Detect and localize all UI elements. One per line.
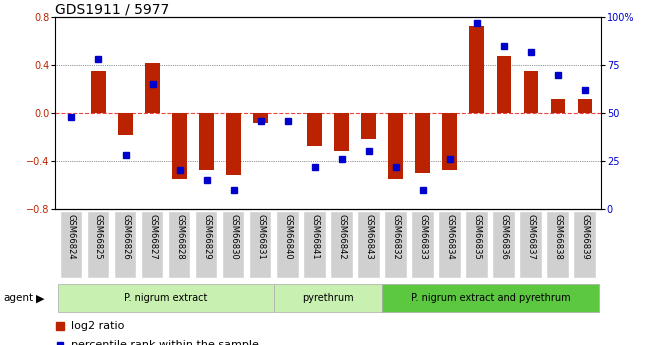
Bar bbox=[578, 99, 592, 113]
FancyBboxPatch shape bbox=[439, 212, 461, 278]
Bar bbox=[118, 113, 133, 135]
Text: GSM66833: GSM66833 bbox=[419, 214, 427, 260]
Text: P. nigrum extract and pyrethrum: P. nigrum extract and pyrethrum bbox=[411, 293, 570, 303]
Bar bbox=[497, 56, 512, 113]
Bar bbox=[91, 71, 106, 113]
FancyBboxPatch shape bbox=[520, 212, 542, 278]
Text: GSM66825: GSM66825 bbox=[94, 214, 103, 259]
Text: log2 ratio: log2 ratio bbox=[71, 321, 124, 331]
Bar bbox=[361, 113, 376, 139]
FancyBboxPatch shape bbox=[142, 212, 163, 278]
Text: agent: agent bbox=[3, 294, 33, 303]
FancyBboxPatch shape bbox=[385, 212, 407, 278]
Text: GSM66824: GSM66824 bbox=[67, 214, 76, 259]
FancyBboxPatch shape bbox=[60, 212, 83, 278]
Text: GSM66841: GSM66841 bbox=[310, 214, 319, 259]
Bar bbox=[443, 113, 458, 170]
Bar bbox=[523, 71, 538, 113]
Bar bbox=[307, 113, 322, 147]
Text: GSM66838: GSM66838 bbox=[554, 214, 562, 260]
Text: GSM66836: GSM66836 bbox=[499, 214, 508, 260]
Text: GSM66840: GSM66840 bbox=[283, 214, 292, 259]
Text: GSM66834: GSM66834 bbox=[445, 214, 454, 260]
Bar bbox=[199, 113, 214, 170]
FancyBboxPatch shape bbox=[382, 284, 599, 313]
Text: GSM66835: GSM66835 bbox=[473, 214, 482, 260]
FancyBboxPatch shape bbox=[58, 284, 274, 313]
Text: GSM66827: GSM66827 bbox=[148, 214, 157, 260]
FancyBboxPatch shape bbox=[169, 212, 190, 278]
Text: P. nigrum extract: P. nigrum extract bbox=[124, 293, 208, 303]
Text: GSM66829: GSM66829 bbox=[202, 214, 211, 259]
Text: GSM66837: GSM66837 bbox=[526, 214, 536, 260]
Text: GSM66842: GSM66842 bbox=[337, 214, 346, 259]
Text: GSM66839: GSM66839 bbox=[580, 214, 590, 260]
FancyBboxPatch shape bbox=[88, 212, 109, 278]
Bar bbox=[469, 26, 484, 113]
Text: GDS1911 / 5977: GDS1911 / 5977 bbox=[55, 2, 170, 16]
FancyBboxPatch shape bbox=[358, 212, 380, 278]
FancyBboxPatch shape bbox=[331, 212, 352, 278]
FancyBboxPatch shape bbox=[412, 212, 434, 278]
Text: percentile rank within the sample: percentile rank within the sample bbox=[71, 340, 259, 345]
Text: GSM66828: GSM66828 bbox=[175, 214, 184, 260]
Bar bbox=[551, 99, 566, 113]
FancyBboxPatch shape bbox=[466, 212, 488, 278]
Text: GSM66830: GSM66830 bbox=[229, 214, 238, 260]
Text: GSM66831: GSM66831 bbox=[256, 214, 265, 260]
FancyBboxPatch shape bbox=[114, 212, 136, 278]
Bar bbox=[334, 113, 349, 151]
Bar bbox=[254, 113, 268, 122]
Bar bbox=[415, 113, 430, 173]
Bar bbox=[226, 113, 241, 175]
FancyBboxPatch shape bbox=[250, 212, 272, 278]
FancyBboxPatch shape bbox=[223, 212, 244, 278]
Text: GSM66826: GSM66826 bbox=[121, 214, 130, 260]
FancyBboxPatch shape bbox=[304, 212, 326, 278]
Text: GSM66843: GSM66843 bbox=[364, 214, 373, 260]
Bar bbox=[145, 63, 160, 113]
Bar bbox=[389, 113, 403, 179]
FancyBboxPatch shape bbox=[196, 212, 218, 278]
Text: ▶: ▶ bbox=[36, 294, 44, 303]
FancyBboxPatch shape bbox=[274, 284, 382, 313]
Text: pyrethrum: pyrethrum bbox=[302, 293, 354, 303]
FancyBboxPatch shape bbox=[277, 212, 298, 278]
FancyBboxPatch shape bbox=[574, 212, 596, 278]
Text: GSM66832: GSM66832 bbox=[391, 214, 400, 260]
Bar bbox=[172, 113, 187, 179]
FancyBboxPatch shape bbox=[547, 212, 569, 278]
FancyBboxPatch shape bbox=[493, 212, 515, 278]
